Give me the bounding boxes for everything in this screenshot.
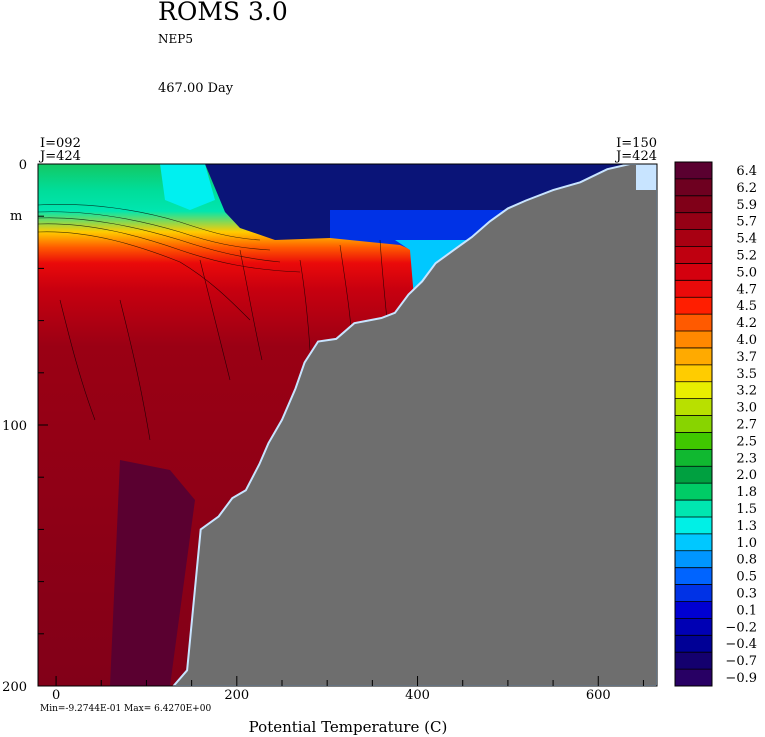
- right-i-label: I=150: [616, 136, 657, 151]
- colorbar-swatch: [675, 466, 712, 484]
- colorbar-swatch: [675, 297, 712, 315]
- cyan-surface-patch: [160, 164, 215, 210]
- x-tick-label: 0: [52, 688, 60, 703]
- colorbar-label: 2.5: [736, 434, 757, 449]
- colorbar-swatch: [675, 449, 712, 467]
- y-tick-label: 0: [19, 158, 27, 173]
- colorbar-swatch: [675, 635, 712, 653]
- time-label: 467.00 Day: [158, 81, 234, 96]
- colorbar-label: 6.4: [736, 164, 757, 179]
- chart-title: ROMS 3.0: [158, 0, 288, 26]
- colorbar-swatch: [675, 347, 712, 366]
- colorbar-label: −0.4: [725, 637, 757, 652]
- colorbar-label: 1.3: [736, 519, 757, 534]
- left-i-label: I=092: [40, 136, 81, 151]
- x-axis-label: Potential Temperature (C): [249, 718, 448, 736]
- seafloor-bathymetry: [172, 164, 657, 686]
- colorbar-label: 5.9: [736, 198, 757, 213]
- colorbar-label: −0.9: [725, 671, 757, 686]
- colorbar-label: 4.0: [736, 333, 757, 348]
- colorbar-swatch: [675, 533, 712, 552]
- colorbar-label: 4.2: [736, 316, 757, 331]
- temperature-field: [38, 164, 657, 686]
- y-axis: 0 100 200: [2, 158, 48, 695]
- colorbar-label: 1.0: [736, 536, 757, 551]
- x-tick-label: 400: [405, 688, 430, 703]
- colorbar-label: −0.2: [725, 620, 757, 635]
- colorbar-swatch: [675, 212, 712, 231]
- colorbar-label: 2.3: [736, 451, 757, 466]
- colorbar-label: 0.1: [736, 603, 757, 618]
- right-j-label: J=424: [614, 149, 657, 164]
- colorbar-swatch: [675, 229, 712, 248]
- min-max-stats: Min=-9.2744E-01 Max= 6.4270E+00: [40, 704, 211, 714]
- colorbar-label: 0.5: [736, 570, 757, 585]
- colorbar-swatch: [675, 550, 712, 569]
- colorbar-label: 4.7: [736, 282, 757, 297]
- colorbar-swatch: [675, 669, 712, 687]
- colorbar-swatch: [675, 584, 712, 602]
- colorbar-frame: [674, 161, 713, 687]
- chart-subtitle: NEP5: [158, 32, 193, 46]
- colorbar-label: 3.2: [736, 384, 757, 399]
- colorbar-swatch: [675, 331, 712, 349]
- colorbar-swatch: [675, 364, 712, 383]
- colorbar-swatch: [675, 178, 712, 197]
- colorbar-swatch: [675, 432, 712, 450]
- colorbar-label: 5.2: [736, 249, 757, 264]
- deep-dark-water: [110, 460, 195, 686]
- x-axis: 0 200 400 600: [52, 676, 644, 703]
- colorbar-label: 4.5: [736, 299, 757, 314]
- colorbar-label: 2.0: [736, 468, 757, 483]
- colorbar-swatch: [675, 601, 712, 619]
- contour-lines: [38, 204, 389, 441]
- colorbar-swatch: [675, 483, 712, 501]
- colorbar-label: 5.4: [736, 232, 757, 247]
- colorbar-label: 0.8: [736, 553, 757, 568]
- colorbar-swatch: [675, 516, 712, 535]
- colorbar-swatch: [675, 263, 712, 281]
- left-j-label: J=424: [38, 149, 81, 164]
- colorbar-swatch: [675, 162, 712, 180]
- colorbar-label: 5.7: [736, 215, 757, 230]
- colorbar-label: 3.7: [736, 350, 757, 365]
- colorbar-swatch: [675, 195, 712, 214]
- colorbar-label: −0.7: [725, 654, 757, 669]
- colorbar-label: 0.3: [736, 587, 757, 602]
- colorbar: 6.4 6.2 5.9 5.7 5.4 5.25.0 4.7 4.5 4.2 4.0 3.7 3.5 3…: [674, 161, 757, 687]
- x-tick-label: 600: [586, 688, 611, 703]
- colorbar-label: 2.7: [736, 418, 757, 433]
- colorbar-label: 3.0: [736, 401, 757, 416]
- colorbar-swatch: [675, 618, 712, 636]
- colorbar-swatch: [675, 500, 712, 518]
- colorbar-swatch: [675, 398, 712, 417]
- colorbar-swatch: [675, 246, 712, 264]
- colorbar-swatch: [675, 415, 712, 433]
- surface-right-patch: [636, 164, 657, 190]
- colorbar-swatch: [675, 314, 712, 332]
- colorbar-label: 1.8: [736, 485, 757, 500]
- colorbar-label: 3.5: [736, 367, 757, 382]
- colorbar-swatch: [675, 567, 712, 586]
- colorbar-swatch: [675, 652, 712, 670]
- colorbar-swatch: [675, 280, 712, 298]
- colorbar-swatch: [675, 381, 712, 400]
- y-unit-label: m: [10, 209, 22, 224]
- colorbar-label: 6.2: [736, 181, 757, 196]
- colorbar-label: 1.5: [736, 502, 757, 517]
- y-tick-label: 200: [2, 680, 27, 695]
- x-tick-label: 200: [224, 688, 249, 703]
- y-tick-label: 100: [2, 419, 27, 434]
- colorbar-label: 5.0: [736, 265, 757, 280]
